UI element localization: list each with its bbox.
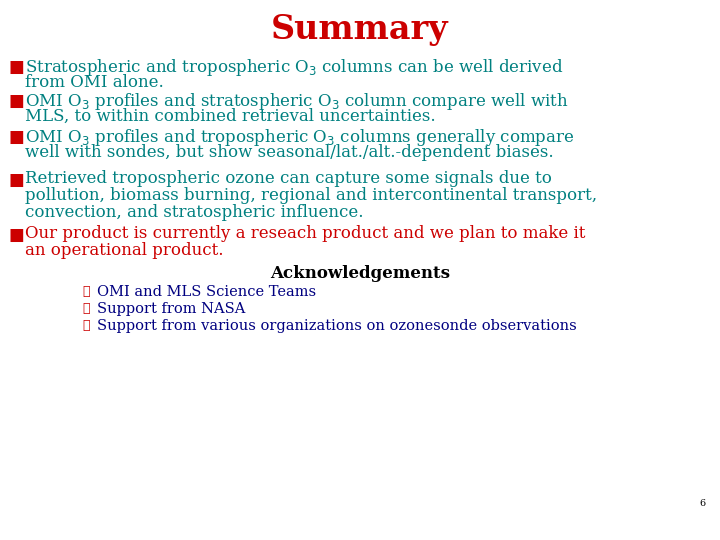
Text: OMI O$_3$ profiles and tropospheric O$_3$ columns generally compare: OMI O$_3$ profiles and tropospheric O$_3… [25,127,575,148]
Text: OMI O$_3$ profiles and stratospheric O$_3$ column compare well with: OMI O$_3$ profiles and stratospheric O$_… [25,91,569,112]
Text: Summary: Summary [271,14,449,46]
Text: ❖: ❖ [82,319,89,332]
Text: Support from various organizations on ozonesonde observations: Support from various organizations on oz… [97,319,577,333]
Text: well with sondes, but show seasonal/lat./alt.-dependent biases.: well with sondes, but show seasonal/lat.… [25,144,554,161]
Text: Acknowledgements: Acknowledgements [270,265,450,282]
Text: ■: ■ [8,129,24,146]
Text: Retrieved tropospheric ozone can capture some signals due to: Retrieved tropospheric ozone can capture… [25,170,552,187]
Text: ■: ■ [8,59,24,76]
Text: ■: ■ [8,172,24,189]
Text: MLS, to within combined retrieval uncertainties.: MLS, to within combined retrieval uncert… [25,108,436,125]
Text: pollution, biomass burning, regional and intercontinental transport,: pollution, biomass burning, regional and… [25,187,597,204]
Text: 6: 6 [700,499,706,508]
Text: ■: ■ [8,227,24,244]
Text: from OMI alone.: from OMI alone. [25,74,163,91]
Text: convection, and stratospheric influence.: convection, and stratospheric influence. [25,204,364,221]
Text: ❖: ❖ [82,285,89,298]
Text: OMI and MLS Science Teams: OMI and MLS Science Teams [97,285,316,299]
Text: an operational product.: an operational product. [25,242,223,259]
Text: Stratospheric and tropospheric O$_3$ columns can be well derived: Stratospheric and tropospheric O$_3$ col… [25,57,563,78]
Text: Support from NASA: Support from NASA [97,302,246,316]
Text: ■: ■ [8,93,24,110]
Text: Our product is currently a reseach product and we plan to make it: Our product is currently a reseach produ… [25,225,585,242]
Text: ❖: ❖ [82,302,89,315]
